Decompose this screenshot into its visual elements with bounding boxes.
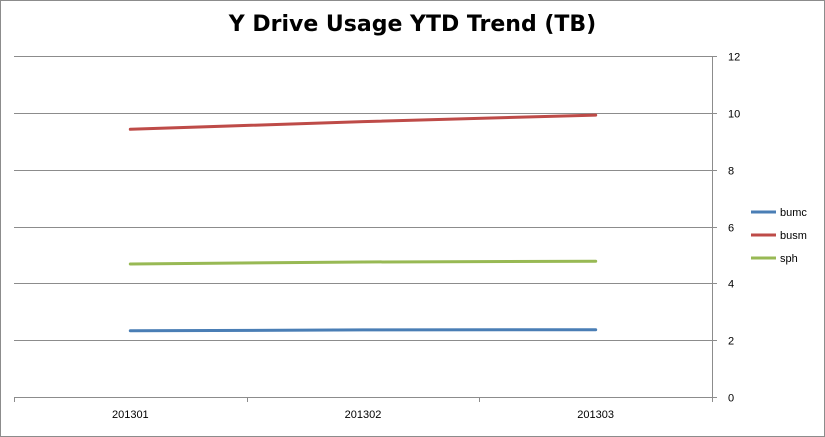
x-tick-label: 201302 — [345, 409, 382, 421]
y-tick-label: 0 — [728, 393, 734, 405]
y-tick-label: 4 — [728, 279, 734, 291]
y-tick-label: 6 — [728, 223, 734, 235]
series-line-bumc — [128, 328, 598, 333]
series-lines — [128, 113, 598, 333]
legend: bumc busm sph — [751, 207, 807, 265]
y-tick-labels: 0 2 4 6 8 10 12 — [728, 52, 740, 405]
y-tick-label: 8 — [728, 166, 734, 178]
y-tick-label: 10 — [728, 109, 740, 121]
x-tick-label: 201301 — [112, 409, 149, 421]
legend-label-sph: sph — [780, 253, 798, 265]
y-tick-label: 2 — [728, 336, 734, 348]
gridlines — [14, 56, 712, 341]
series-line-busm — [128, 113, 598, 131]
x-tick-labels: 201301 201302 201303 — [112, 409, 614, 421]
x-tick-label: 201303 — [577, 409, 614, 421]
y-tick-label: 12 — [728, 52, 740, 64]
legend-label-bumc: bumc — [780, 207, 807, 219]
axes — [14, 56, 717, 402]
legend-label-busm: busm — [780, 230, 807, 242]
series-line-sph — [128, 259, 598, 266]
chart-title: Y Drive Usage YTD Trend (TB) — [228, 12, 597, 37]
